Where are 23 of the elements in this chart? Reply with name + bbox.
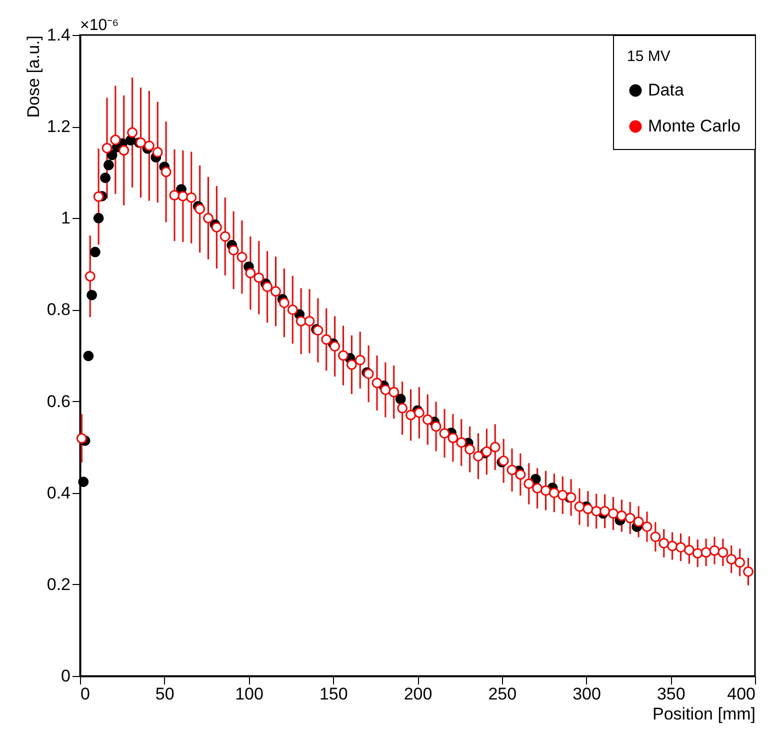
y-tick-label: 1.4 xyxy=(46,26,70,44)
legend-label: Data xyxy=(648,80,684,100)
x-tick-label: 300 xyxy=(572,684,601,704)
y-tick-label: 1.2 xyxy=(46,117,70,136)
y-tick-label: 0.4 xyxy=(46,483,70,502)
y-tick-label: 0.8 xyxy=(46,300,70,320)
x-tick-label: 400 xyxy=(727,684,756,704)
x-tick-label: 350 xyxy=(656,684,686,704)
x-tick-label: 150 xyxy=(319,684,348,704)
y-axis-title: Dose [a.u.] xyxy=(24,36,43,118)
legend-label: Monte Carlo xyxy=(648,116,741,136)
x-tick-label: 100 xyxy=(235,684,264,704)
text: ×10⁻⁶ xyxy=(80,17,119,34)
legend-title: 15 MV xyxy=(627,48,670,65)
x-tick-label: 50 xyxy=(155,684,174,704)
x-tick-label: 250 xyxy=(488,684,517,704)
x-tick-label: 200 xyxy=(404,684,432,704)
y-tick-label: 0.2 xyxy=(46,574,70,594)
y-tick-label: 1 xyxy=(61,208,70,228)
x-tick-label: 0 xyxy=(80,684,90,704)
y-tick-label: 0 xyxy=(61,666,70,686)
y-tick-label: 0.6 xyxy=(46,392,70,411)
x-axis-title: Position [mm] xyxy=(652,704,756,724)
